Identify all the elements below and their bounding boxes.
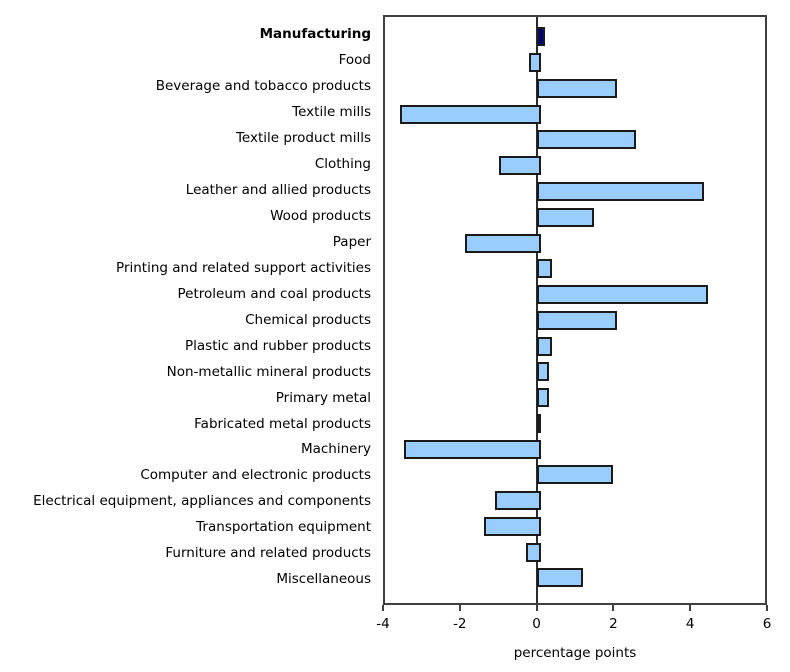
bar xyxy=(537,285,709,305)
bar xyxy=(537,259,553,279)
bar-row xyxy=(385,410,765,436)
bar xyxy=(537,27,545,47)
x-axis-title: percentage points xyxy=(513,645,637,661)
category-label: Furniture and related products xyxy=(165,545,371,562)
bar xyxy=(483,516,541,536)
bar xyxy=(537,130,636,150)
bar-row xyxy=(385,565,765,591)
bar xyxy=(537,465,614,485)
category-label: Manufacturing xyxy=(259,26,371,43)
x-tick-label: 4 xyxy=(685,616,695,632)
category-label-column: Manufacturing Food Beverage and tobacco pr… xyxy=(0,15,371,605)
x-tick-mark xyxy=(689,605,692,611)
category-label: Non-metallic mineral products xyxy=(166,363,371,380)
category-label: Petroleum and coal products xyxy=(177,285,371,302)
bar-row xyxy=(385,24,765,50)
bar xyxy=(525,542,541,562)
bar xyxy=(537,413,541,433)
bar xyxy=(499,156,541,176)
bar-row xyxy=(385,50,765,76)
category-label: Computer and electronic products xyxy=(140,467,371,484)
bar xyxy=(537,362,549,382)
bar xyxy=(495,491,541,511)
x-tick-label: -2 xyxy=(453,616,467,632)
bar-row xyxy=(385,333,765,359)
bar-row xyxy=(385,282,765,308)
category-label: Fabricated metal products xyxy=(194,415,371,432)
category-label: Clothing xyxy=(314,155,371,172)
bar xyxy=(404,439,541,459)
category-label: Electrical equipment, appliances and com… xyxy=(33,493,371,510)
bar-row xyxy=(385,514,765,540)
x-tick-label: -4 xyxy=(376,616,390,632)
x-tick-mark xyxy=(458,605,461,611)
bar-row xyxy=(385,204,765,230)
bar-row xyxy=(385,76,765,102)
category-label: Leather and allied products xyxy=(185,181,371,198)
bar xyxy=(537,207,595,227)
bar xyxy=(529,53,541,73)
bar-row xyxy=(385,230,765,256)
bar-row xyxy=(385,359,765,385)
plot-area xyxy=(383,15,767,605)
bar xyxy=(537,181,705,201)
bar-row xyxy=(385,127,765,153)
bar-row xyxy=(385,488,765,514)
bar xyxy=(464,233,541,253)
x-tick-mark xyxy=(612,605,615,611)
bar-row xyxy=(385,179,765,205)
bar xyxy=(537,568,583,588)
category-label: Machinery xyxy=(300,441,371,458)
category-label: Printing and related support activities xyxy=(116,259,371,276)
bars-container xyxy=(385,17,765,603)
zero-axis-line xyxy=(536,17,538,603)
x-tick-mark xyxy=(382,605,384,611)
category-label: Textile mills xyxy=(292,104,371,121)
category-label: Plastic and rubber products xyxy=(185,337,371,354)
bar-row xyxy=(385,462,765,488)
bar-row xyxy=(385,256,765,282)
bar-row xyxy=(385,436,765,462)
bar-row xyxy=(385,539,765,565)
bar xyxy=(537,336,553,356)
x-tick-label: 6 xyxy=(762,616,772,632)
x-tick-mark xyxy=(535,605,538,611)
bar-row xyxy=(385,101,765,127)
bar xyxy=(400,104,541,124)
category-label: Chemical products xyxy=(245,311,371,328)
bar-row xyxy=(385,307,765,333)
category-label: Food xyxy=(338,52,371,69)
category-label: Textile product mills xyxy=(235,130,371,147)
bar xyxy=(537,310,617,330)
x-axis-tick-labels: -4 -2 0 2 4 6 xyxy=(376,615,771,633)
bar xyxy=(537,78,617,98)
x-axis-ticks xyxy=(382,605,768,612)
bar-row xyxy=(385,385,765,411)
category-label: Wood products xyxy=(270,207,371,224)
category-label: Beverage and tobacco products xyxy=(155,78,371,95)
bar xyxy=(537,388,549,408)
x-tick-mark xyxy=(766,605,768,611)
x-tick-label: 2 xyxy=(609,616,618,632)
category-label: Miscellaneous xyxy=(276,571,371,588)
category-label: Transportation equipment xyxy=(196,519,371,536)
bar-row xyxy=(385,153,765,179)
category-label: Primary metal xyxy=(275,389,371,406)
x-tick-label: 0 xyxy=(532,616,541,632)
category-label: Paper xyxy=(332,233,371,250)
